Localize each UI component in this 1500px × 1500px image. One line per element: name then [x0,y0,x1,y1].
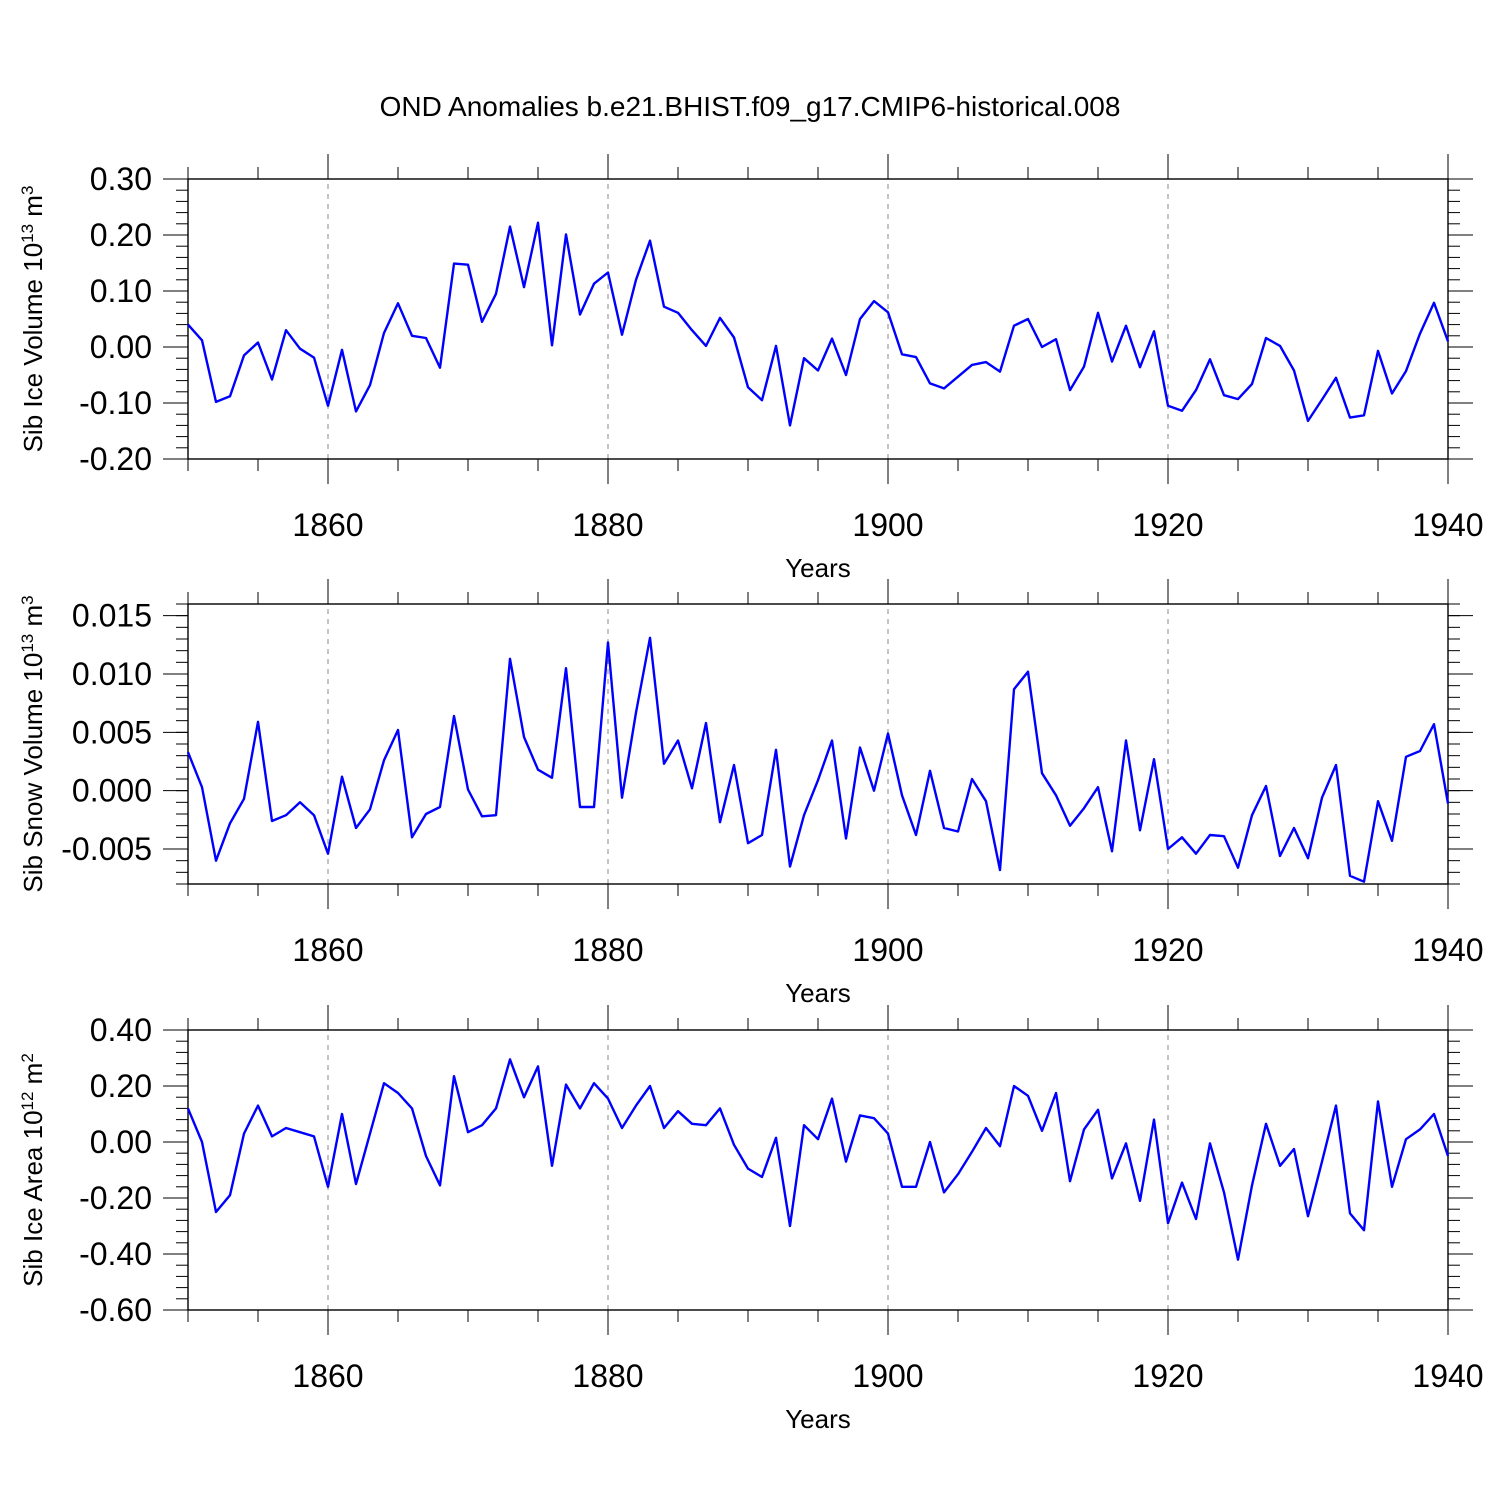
y-tick-label: 0.000 [72,773,152,809]
x-tick-label: 1940 [1412,1358,1483,1394]
y-tick-label: -0.005 [61,831,152,867]
x-tick-label: 1880 [572,507,643,543]
snow-volume-line [186,636,1450,883]
y-axis-label: Sib Ice Volume 1013 m3 [18,186,49,453]
ice-volume-panel: -0.20 -0.10 0.00 0.10 0.20 0.30 1860 1880 1900 1… [18,154,1484,583]
x-tick-label: 1920 [1132,507,1203,543]
y-axis-label: Sib Ice Area 1012 m2 [18,1053,49,1287]
snow-volume-panel: -0.005 0.000 0.005 0.010 0.015 1860 1880 1900 1… [18,579,1484,1008]
y-tick-label: -0.20 [79,1180,152,1216]
x-tick-label: 1900 [852,932,923,968]
figure-title: OND Anomalies b.e21.BHIST.f09_g17.CMIP6-… [380,91,1121,122]
y-tick-label: 0.010 [72,656,152,692]
x-tick-label: 1860 [292,1358,363,1394]
x-tick-label: 1940 [1412,507,1483,543]
x-tick-label: 1880 [572,932,643,968]
y-tick-label: 0.20 [90,1068,152,1104]
x-tick-label: 1860 [292,932,363,968]
x-tick-label: 1920 [1132,1358,1203,1394]
x-tick-label: 1860 [292,507,363,543]
y-tick-label: 0.40 [90,1012,152,1048]
x-axis-label: Years [785,978,851,1008]
x-axis-label: Years [785,553,851,583]
y-tick-label: 0.00 [90,1124,152,1160]
y-tick-label: -0.60 [79,1292,152,1328]
y-tick-label: 0.20 [90,217,152,253]
y-tick-label: 0.015 [72,598,152,634]
y-tick-label: 0.00 [90,329,152,365]
plot-frame [187,178,1449,460]
x-tick-label: 1900 [852,507,923,543]
y-tick-label: 0.30 [90,161,152,197]
y-tick-label: -0.10 [79,385,152,421]
y-tick-label: 0.005 [72,714,152,750]
ice-area-panel: -0.60 -0.40 -0.20 0.00 0.20 0.40 1860 1880 1900… [18,1005,1484,1434]
ice-area-line [186,1058,1450,1261]
ice-volume-line [187,221,1450,427]
x-tick-label: 1900 [852,1358,923,1394]
y-tick-label: -0.40 [79,1236,152,1272]
x-tick-label: 1920 [1132,932,1203,968]
plot-frame [187,603,1449,885]
x-axis-label: Years [785,1404,851,1434]
y-axis-label: Sib Snow Volume 1013 m3 [18,595,49,892]
plot-frame [187,1029,1449,1311]
x-tick-label: 1880 [572,1358,643,1394]
x-tick-label: 1940 [1412,932,1483,968]
y-tick-label: -0.20 [79,441,152,477]
y-tick-label: 0.10 [90,273,152,309]
